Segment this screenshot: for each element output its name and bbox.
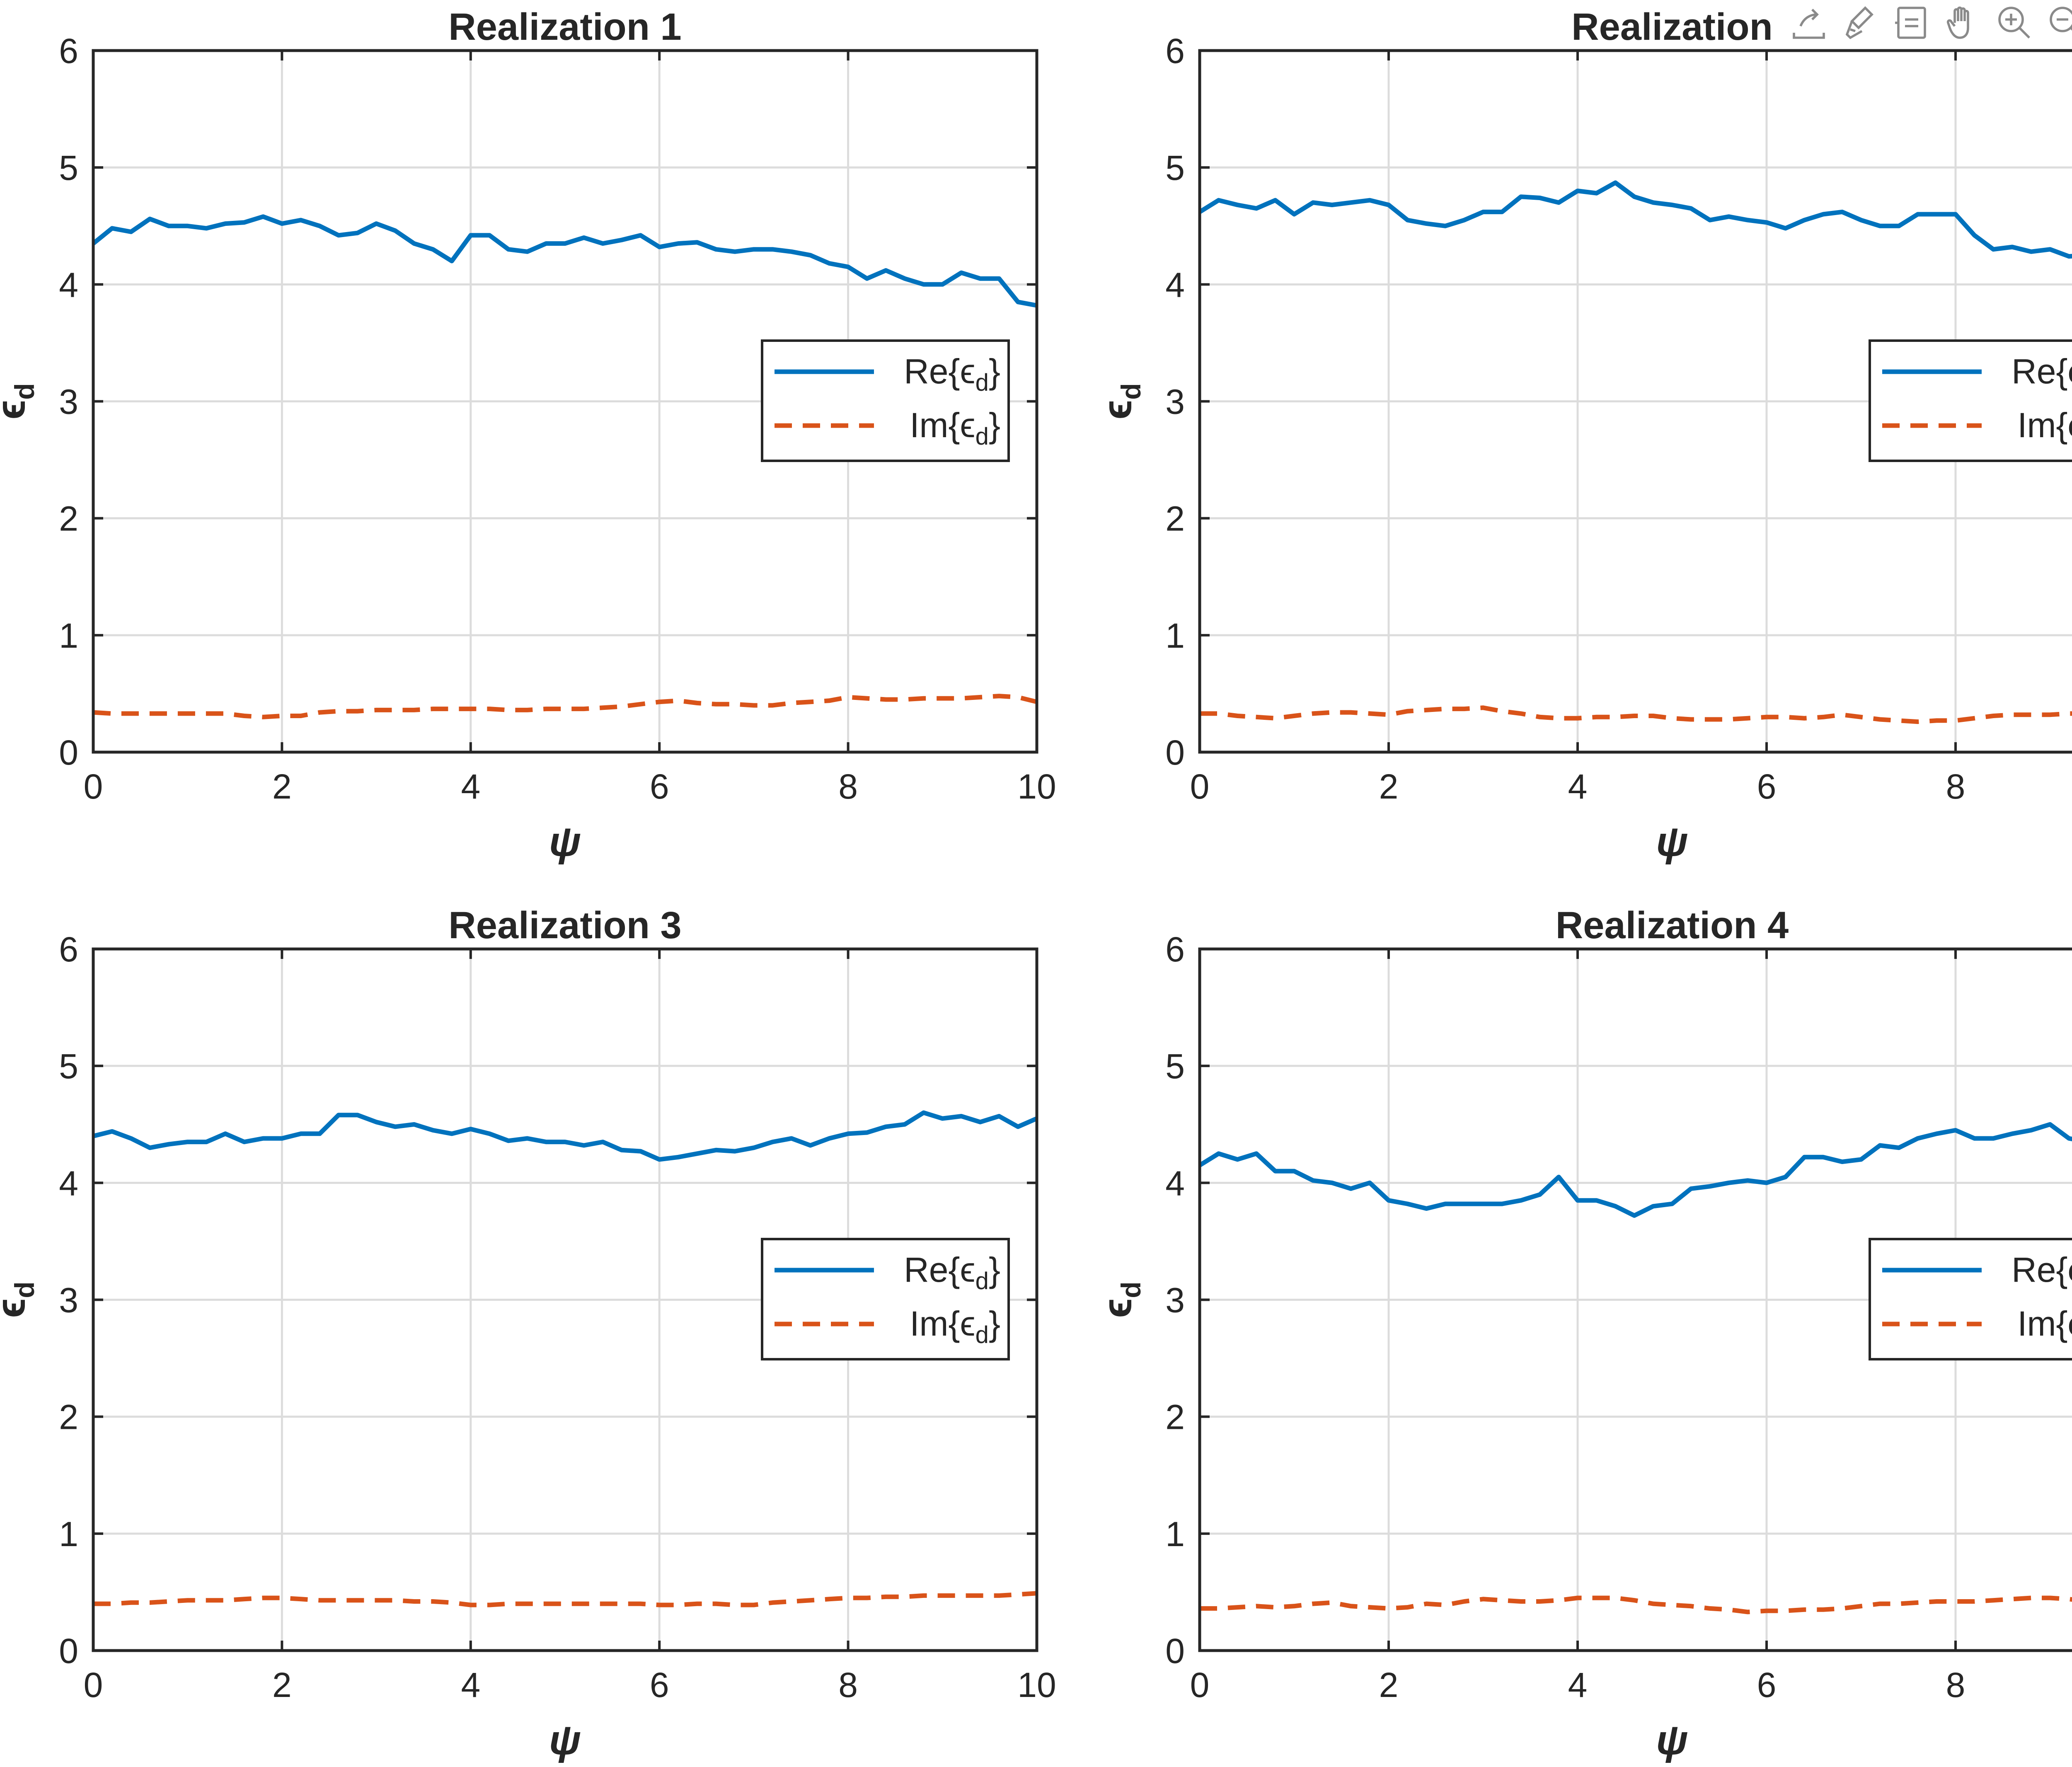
zoom-in-icon[interactable] — [1992, 0, 2037, 46]
y-axis-label: ϵd — [0, 1281, 40, 1318]
zoom-out-icon[interactable] — [2043, 0, 2072, 46]
x-tick-label: 6 — [1757, 767, 1777, 806]
legend-box — [761, 1238, 1010, 1360]
y-tick-label: 4 — [1165, 1164, 1185, 1203]
chart-title: Realization 4 — [1556, 904, 1789, 946]
y-tick-label: 5 — [1165, 1047, 1185, 1086]
y-tick-label: 3 — [1165, 1281, 1185, 1320]
y-tick-label: 6 — [59, 31, 78, 70]
y-tick-label: 1 — [59, 1515, 78, 1554]
chart-title: Realization — [1571, 6, 1773, 48]
re-series-line — [92, 214, 1037, 308]
legend-re-label: Re{ϵd} — [904, 1250, 1000, 1295]
x-tick-label: 4 — [461, 1665, 480, 1704]
legend-im-label: Im{ϵd} — [910, 406, 1000, 450]
x-tick-label: 0 — [84, 1665, 103, 1704]
legend[interactable]: Re{ϵd} Im{ϵd} — [761, 1238, 1010, 1360]
y-axis-label: ϵd — [1094, 1281, 1146, 1318]
y-tick-label: 5 — [1165, 148, 1185, 187]
legend-box — [761, 339, 1010, 462]
x-tick-label: 4 — [1568, 767, 1588, 806]
re-series-line — [1198, 1122, 2072, 1218]
x-tick-label: 8 — [838, 1665, 858, 1704]
x-tick-label: 4 — [461, 767, 480, 806]
y-tick-label: 6 — [59, 930, 78, 969]
legend-box — [1869, 1238, 2072, 1360]
chart-title: Realization 3 — [448, 904, 681, 946]
re-series-line — [92, 1110, 1038, 1162]
legend-im-label: Im{ϵd} — [2017, 1304, 2072, 1348]
chart-title: Realization 1 — [448, 6, 681, 48]
legend[interactable]: Re{ϵd} Im{ϵd} — [761, 339, 1010, 462]
y-tick-label: 2 — [59, 1398, 78, 1437]
y-axis-label: ϵd — [1094, 383, 1146, 419]
x-tick-label: 0 — [84, 767, 103, 806]
y-tick-label: 5 — [59, 148, 78, 187]
legend-re-label: Re{ϵd} — [2011, 1250, 2072, 1295]
y-tick-label: 0 — [59, 1631, 78, 1670]
x-axis-label: ψ — [1656, 1717, 1688, 1763]
x-tick-label: 10 — [1017, 1665, 1056, 1704]
y-tick-label: 0 — [59, 733, 78, 772]
x-tick-label: 10 — [1017, 767, 1056, 806]
legend-im-label: Im{ϵd} — [910, 1304, 1000, 1348]
x-tick-label: 2 — [272, 767, 292, 806]
x-tick-label: 4 — [1568, 1665, 1588, 1704]
x-tick-label: 0 — [1190, 767, 1210, 806]
x-tick-label: 6 — [650, 767, 669, 806]
legend[interactable]: Re{ϵd} Im{ϵd} — [1869, 339, 2072, 462]
data-tips-icon[interactable] — [1889, 0, 1934, 46]
x-axis-label: ψ — [549, 818, 581, 865]
legend-re-label: Re{ϵd} — [2011, 352, 2072, 396]
y-tick-label: 1 — [59, 616, 78, 655]
x-axis-label: ψ — [549, 1717, 581, 1763]
x-tick-label: 0 — [1190, 1665, 1210, 1704]
y-tick-label: 0 — [1165, 1631, 1185, 1670]
legend-re-label: Re{ϵd} — [904, 352, 1000, 396]
x-tick-label: 8 — [1946, 1665, 1965, 1704]
y-tick-label: 4 — [1165, 265, 1185, 304]
y-tick-label: 4 — [59, 265, 78, 304]
chart-panel-2: 02468100123456RealizationψϵdRe{ϵd}Im{ϵd} — [1094, 6, 2072, 865]
y-tick-label: 0 — [1165, 733, 1185, 772]
legend-box — [1869, 339, 2072, 462]
im-series-line — [1200, 705, 2072, 724]
chart-panel-1: 0 2 4 6 8 10 0 1 2 3 4 5 6 Realization 1 ψ ϵd Re{ϵd} Im{ϵ… — [0, 6, 1056, 865]
y-tick-label: 1 — [1165, 1515, 1185, 1554]
brush-icon[interactable] — [1837, 0, 1883, 46]
y-tick-label: 3 — [1165, 382, 1185, 421]
im-series-line — [93, 1591, 1037, 1607]
legend-im-label: Im{ϵd} — [2017, 406, 2072, 450]
x-tick-label: 8 — [838, 767, 858, 806]
axes-toolbar — [1782, 0, 2072, 46]
y-axis-label: ϵd — [0, 383, 40, 419]
pan-hand-icon[interactable] — [1940, 0, 1986, 46]
y-tick-label: 1 — [1165, 616, 1185, 655]
y-tick-label: 3 — [59, 382, 78, 421]
x-tick-label: 8 — [1946, 767, 1965, 806]
x-tick-label: 2 — [272, 1665, 292, 1704]
legend[interactable]: Re{ϵd} Im{ϵd} — [1869, 1238, 2072, 1360]
chart-panel-3: 0 2 4 6 8 10 0 1 2 3 4 5 6 Realization 3 ψ ϵd Re{ϵd} Im{ϵ… — [0, 904, 1056, 1763]
y-tick-label: 3 — [59, 1281, 78, 1320]
x-axis-label: ψ — [1656, 818, 1688, 865]
x-tick-label: 6 — [1757, 1665, 1777, 1704]
x-tick-label: 6 — [650, 1665, 669, 1704]
y-tick-label: 2 — [1165, 499, 1185, 538]
y-tick-label: 6 — [1165, 930, 1185, 969]
x-tick-label: 2 — [1379, 1665, 1399, 1704]
y-tick-label: 2 — [1165, 1398, 1185, 1437]
y-tick-label: 6 — [1165, 31, 1185, 70]
im-series-line — [93, 694, 1038, 719]
x-tick-label: 2 — [1379, 767, 1399, 806]
export-icon[interactable] — [1786, 0, 1832, 46]
im-series-line — [1200, 1595, 2072, 1615]
y-tick-label: 2 — [59, 499, 78, 538]
y-tick-label: 4 — [59, 1164, 78, 1203]
y-tick-label: 5 — [59, 1047, 78, 1086]
re-series-line — [1198, 180, 2072, 259]
